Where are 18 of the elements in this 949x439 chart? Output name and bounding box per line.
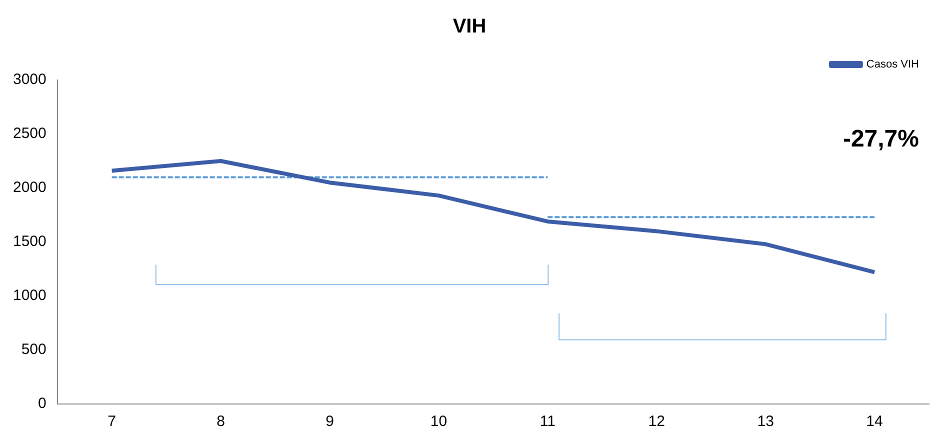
x-tick-label: 10 xyxy=(430,413,448,430)
x-tick-label: 9 xyxy=(326,413,334,430)
x-tick-label: 13 xyxy=(757,413,774,430)
x-tick-label: 8 xyxy=(216,413,225,430)
y-tick-label: 0 xyxy=(38,395,46,412)
y-tick-label: 500 xyxy=(21,341,46,358)
legend-label: Casos VIH xyxy=(866,58,920,71)
y-tick-label: 1500 xyxy=(12,233,46,250)
x-tick-label: 14 xyxy=(866,413,883,430)
y-tick-label: 1000 xyxy=(12,287,46,304)
x-tick-label: 11 xyxy=(540,413,556,430)
y-tick-label: 3000 xyxy=(12,71,46,88)
annotation: -27,7% xyxy=(842,126,919,153)
chart-title: VIH xyxy=(452,16,486,38)
y-tick-label: 2500 xyxy=(12,125,46,142)
y-tick-label: 2000 xyxy=(12,179,46,196)
x-tick-label: 12 xyxy=(648,413,665,430)
x-tick-label: 7 xyxy=(108,413,116,430)
